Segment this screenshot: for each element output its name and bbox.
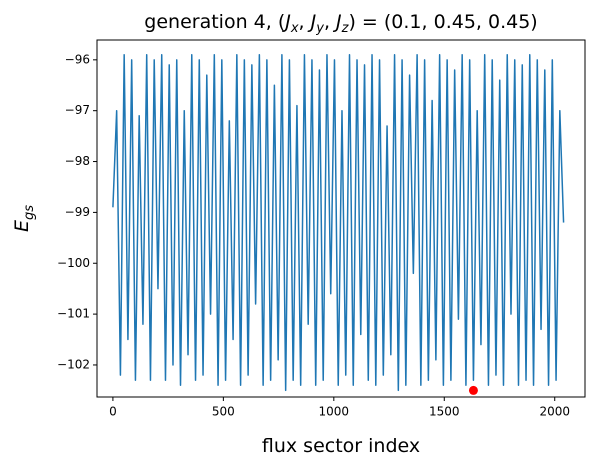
title-part: J xyxy=(281,11,291,33)
y-tick-label: −98 xyxy=(65,154,90,168)
data-line xyxy=(112,54,565,392)
x-tick-label: 1500 xyxy=(429,405,460,419)
y-tick-label: −101 xyxy=(57,307,90,321)
title-part: y xyxy=(315,21,324,36)
title-part: , xyxy=(299,11,311,33)
y-axis-label: Egs xyxy=(11,205,37,232)
plot-frame xyxy=(96,39,586,398)
chart-title: generation 4, (Jx, Jy, Jz) = (0.1, 0.45,… xyxy=(144,11,537,36)
y-tick-label: −100 xyxy=(57,256,90,270)
x-axis-label: flux sector index xyxy=(262,435,420,457)
y-label-sub: gs xyxy=(22,205,37,220)
minimum-point xyxy=(468,385,478,395)
x-tick-label: 0 xyxy=(109,405,117,419)
title-part: ) = (0.1, 0.45, 0.45) xyxy=(348,11,537,33)
x-tick-label: 2000 xyxy=(539,405,570,419)
x-tick-label: 1000 xyxy=(319,405,350,419)
title-part: , xyxy=(324,11,336,33)
y-tick-label: −97 xyxy=(65,103,90,117)
title-part: J xyxy=(332,11,342,33)
y-tick-label: −99 xyxy=(65,205,90,219)
y-tick-label: −102 xyxy=(57,357,90,371)
title-part: generation 4, ( xyxy=(144,11,285,33)
title-part: z xyxy=(341,21,350,36)
y-tick-label: −96 xyxy=(65,52,90,66)
title-part: x xyxy=(290,21,299,36)
x-tick-label: 500 xyxy=(212,405,235,419)
title-part: J xyxy=(307,11,317,33)
y-label-main: E xyxy=(11,220,33,232)
